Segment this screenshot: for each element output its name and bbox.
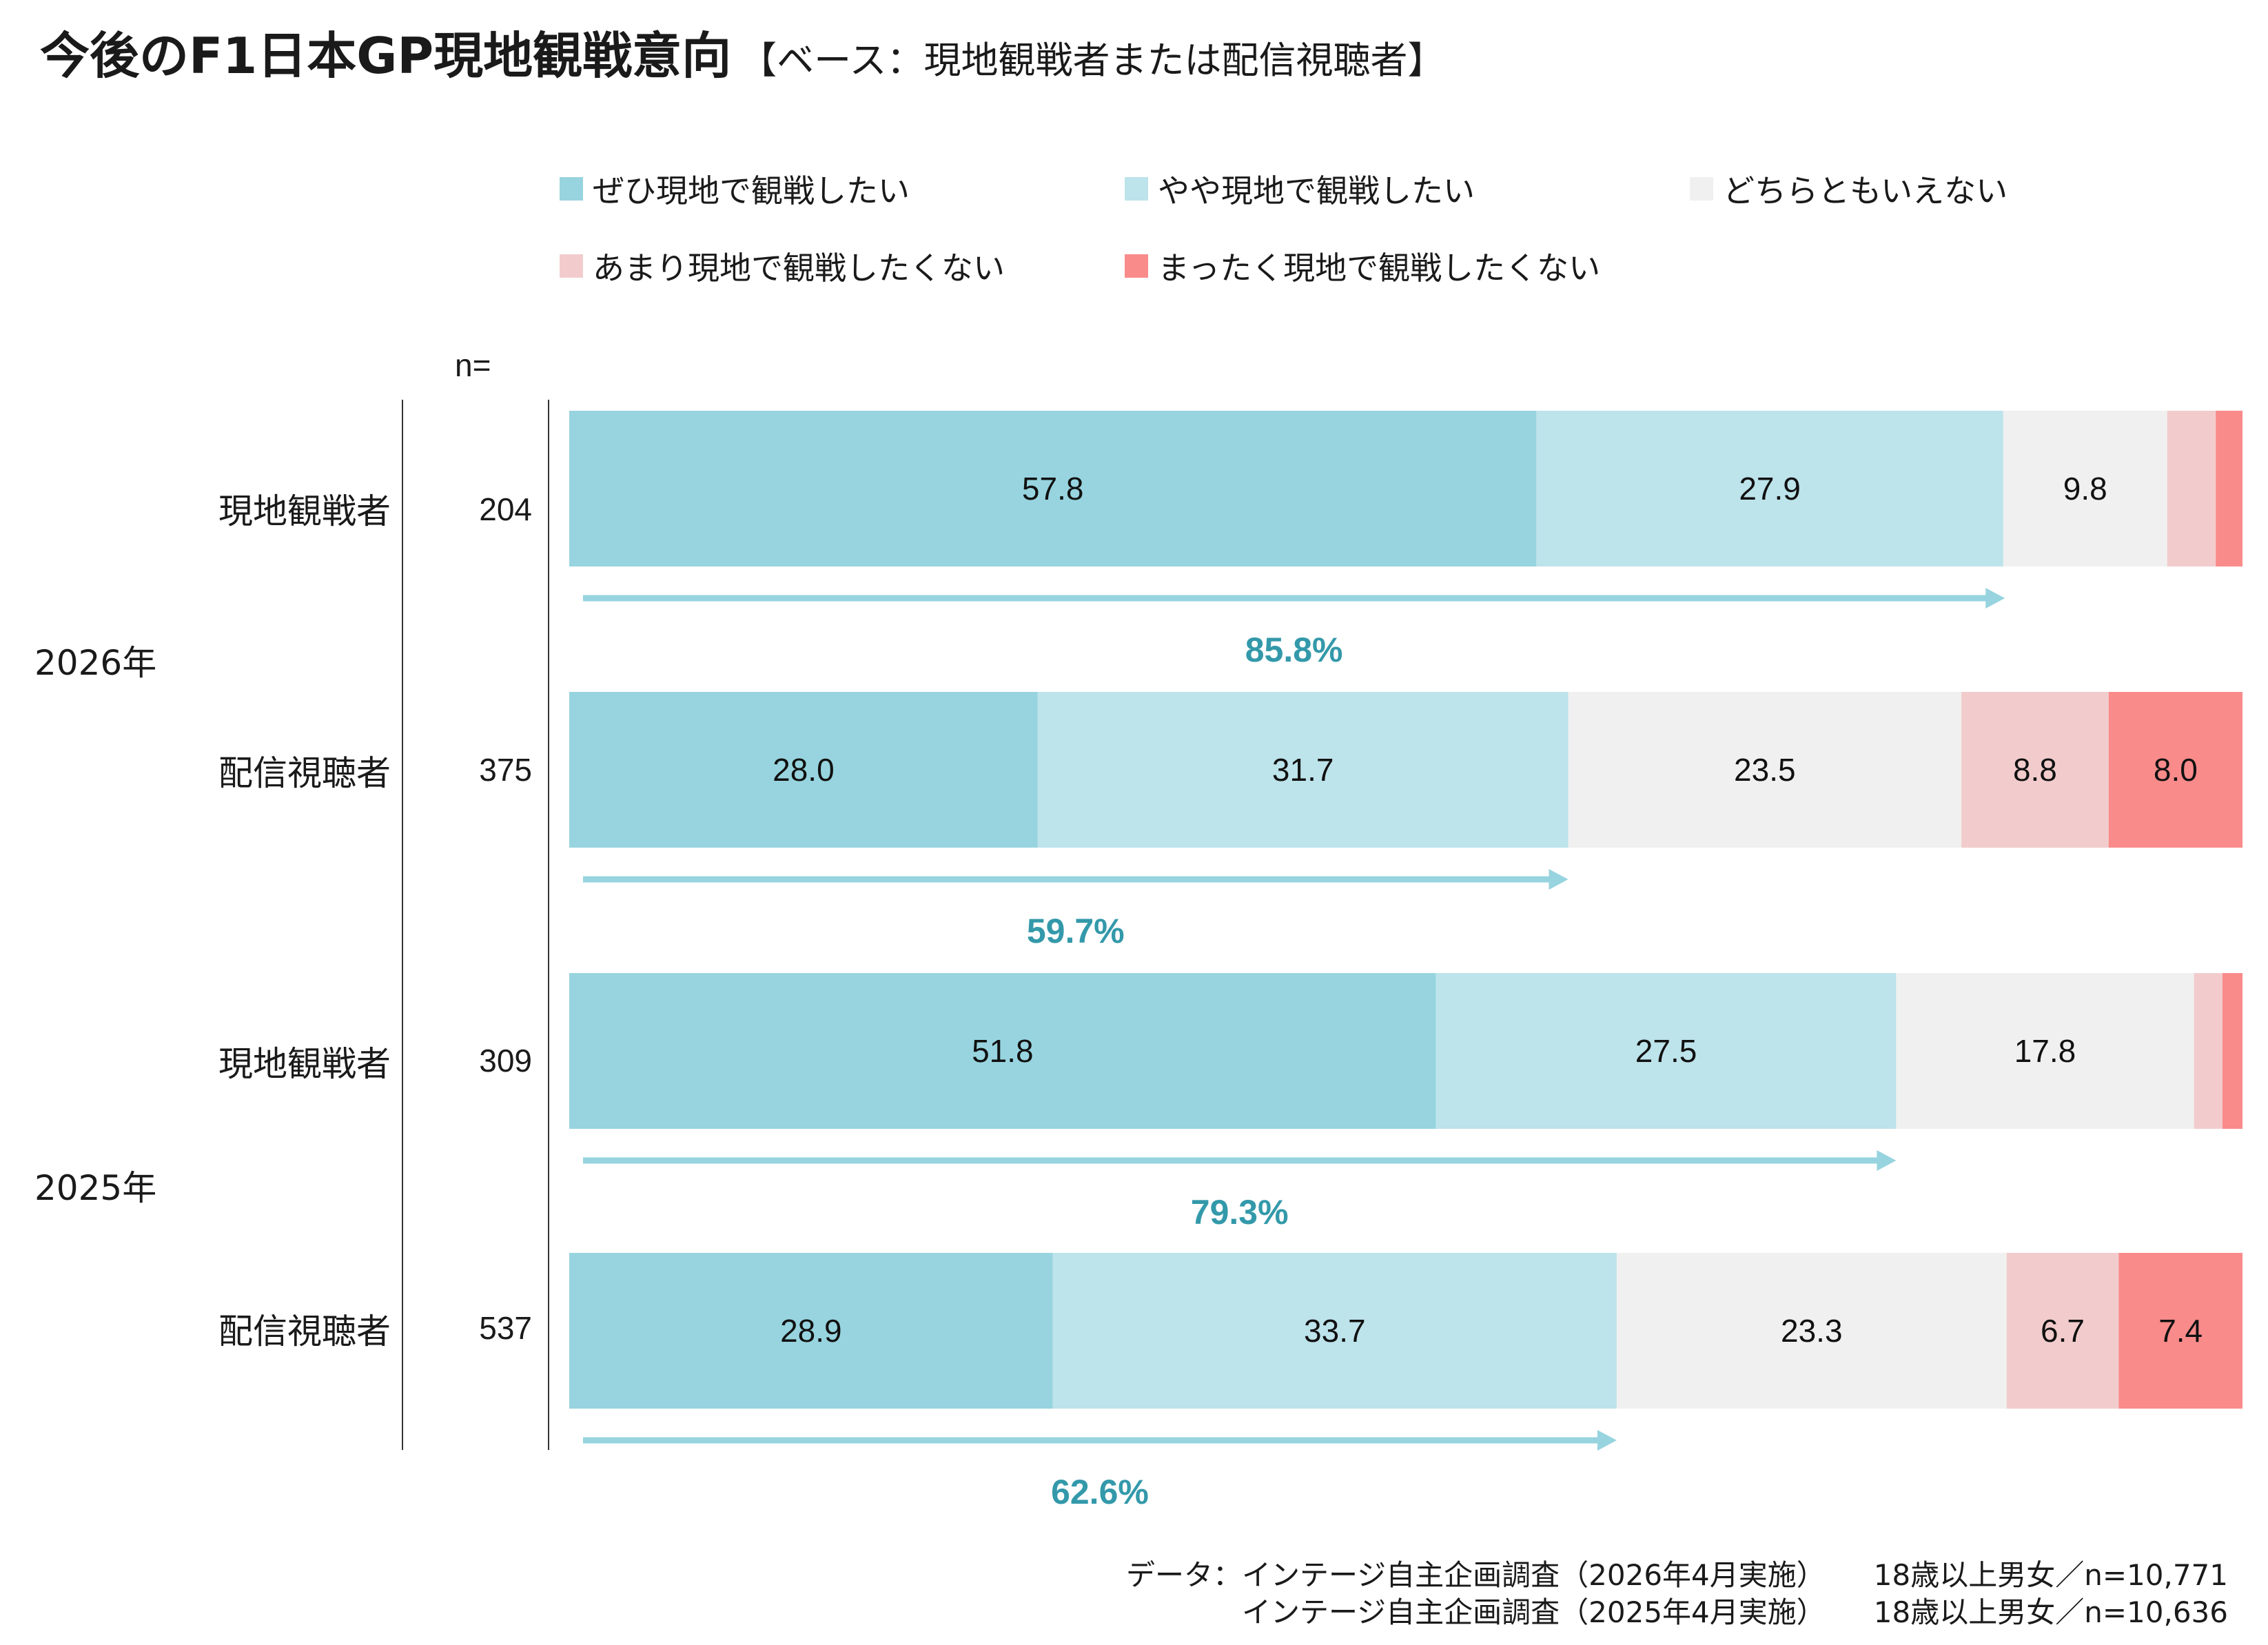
legend-swatch xyxy=(1690,177,1713,201)
category-label: 現地観戦者 xyxy=(218,1044,391,1084)
category-divider-line xyxy=(402,400,403,1450)
arrow-head-icon xyxy=(1597,1430,1617,1451)
data-label: 23.3 xyxy=(1781,1313,1843,1349)
axis-line xyxy=(548,400,549,1450)
data-label: 23.5 xyxy=(1734,752,1796,788)
data-label: 7.4 xyxy=(2158,1313,2203,1349)
bar-segment xyxy=(2222,973,2243,1129)
bar-segment xyxy=(1037,692,1569,848)
bar-segment xyxy=(569,411,1537,566)
data-label: 28.0 xyxy=(773,752,835,788)
legend-swatch xyxy=(560,177,583,201)
bar-segment xyxy=(2167,411,2216,566)
year-label-2025: 2025年 xyxy=(34,1168,157,1208)
data-label: 33.7 xyxy=(1304,1313,1366,1349)
arrow-head-icon xyxy=(1877,1150,1897,1171)
legend-item-not-at-all: まったく現地で観戦したくない xyxy=(1125,245,1600,287)
category-label: 配信視聴者 xyxy=(218,1311,391,1351)
category-label: 現地観戦者 xyxy=(218,491,391,531)
bar-segment xyxy=(1616,1253,2007,1409)
footer-survey-source: データ：インテージ自主企画調査（2026年4月実施） xyxy=(1126,1558,1826,1592)
legend-item-neutral: どちらともいえない xyxy=(1690,168,2008,210)
footer-survey-source: インテージ自主企画調査（2025年4月実施） xyxy=(1242,1595,1826,1629)
chart-subtitle: 【ベース：現地観戦者または配信視聴者】 xyxy=(739,39,1445,82)
data-label: 27.5 xyxy=(1635,1033,1697,1069)
bar-segment xyxy=(1568,692,1962,848)
legend-item-somewhat-want: やや現地で観戦したい xyxy=(1125,168,1475,210)
cumulative-percent-label: 62.6% xyxy=(1051,1473,1149,1511)
category-label: 配信視聴者 xyxy=(218,753,391,793)
footer-sample-size: 18歳以上男女／n=10,771 xyxy=(1873,1558,2228,1592)
bar-segment xyxy=(1896,973,2194,1129)
data-label: 17.8 xyxy=(2014,1033,2076,1069)
data-label: 57.8 xyxy=(1022,471,1084,507)
sample-size: 537 xyxy=(479,1310,532,1346)
cumulative-percent-label: 79.3% xyxy=(1191,1193,1289,1232)
legend-item-somewhat-not: あまり現地で観戦したくない xyxy=(560,245,1005,287)
sample-size: 204 xyxy=(479,491,532,527)
cumulative-percent-label: 85.8% xyxy=(1245,631,1343,669)
data-label: 28.9 xyxy=(780,1313,842,1349)
arrow-head-icon xyxy=(1549,869,1569,890)
sample-size: 309 xyxy=(479,1043,532,1079)
year-label-2026: 2026年 xyxy=(34,643,157,683)
data-label: 27.9 xyxy=(1739,471,1801,507)
bar-segment xyxy=(569,973,1436,1129)
legend-label: やや現地で観戦したい xyxy=(1158,172,1475,210)
bar-segment xyxy=(1436,973,1897,1129)
bar-segment xyxy=(569,692,1038,848)
data-label: 31.7 xyxy=(1272,752,1334,788)
bar-segment xyxy=(1052,1253,1617,1409)
bar-segment xyxy=(2216,411,2243,566)
legend-label: あまり現地で観戦したくない xyxy=(593,249,1005,287)
bar-segment xyxy=(569,1253,1053,1409)
cumulative-percent-label: 59.7% xyxy=(1027,912,1125,950)
bar-segment xyxy=(1536,411,2003,566)
bar-segment xyxy=(2118,1253,2243,1409)
n-column-header: n= xyxy=(455,347,491,383)
data-label: 8.8 xyxy=(2013,752,2057,788)
bar-segment xyxy=(1961,692,2109,848)
legend-item-definitely-want: ぜひ現地で観戦したい xyxy=(560,168,910,210)
chart-title: 今後のF1日本GP現地観戦意向 xyxy=(40,27,732,85)
legend-label: どちらともいえない xyxy=(1723,172,2008,210)
legend-swatch xyxy=(1125,177,1148,201)
legend-swatch xyxy=(1125,254,1148,278)
legend-swatch xyxy=(560,254,583,278)
bar-segment xyxy=(2006,1253,2119,1409)
legend-label: ぜひ現地で観戦したい xyxy=(593,172,910,210)
bar-segment xyxy=(2108,692,2243,848)
data-label: 9.8 xyxy=(2063,471,2107,507)
data-label: 6.7 xyxy=(2041,1313,2085,1349)
footer-sample-size: 18歳以上男女／n=10,636 xyxy=(1873,1595,2228,1629)
footer-line-2: インテージ自主企画調査（2025年4月実施） 18歳以上男女／n=10,636 xyxy=(1242,1589,2228,1631)
arrow-head-icon xyxy=(1985,588,2005,609)
bar-segment xyxy=(2194,973,2223,1129)
data-label: 51.8 xyxy=(972,1033,1034,1069)
legend-label: まったく現地で観戦したくない xyxy=(1158,249,1601,287)
bar-segment xyxy=(2003,411,2167,566)
sample-size: 375 xyxy=(479,752,532,788)
chart-title-row: 今後のF1日本GP現地観戦意向 【ベース：現地観戦者または配信視聴者】 xyxy=(40,15,1444,88)
footer-line-1: データ：インテージ自主企画調査（2026年4月実施） 18歳以上男女／n=10,7… xyxy=(1126,1552,2228,1594)
data-label: 8.0 xyxy=(2154,752,2198,788)
